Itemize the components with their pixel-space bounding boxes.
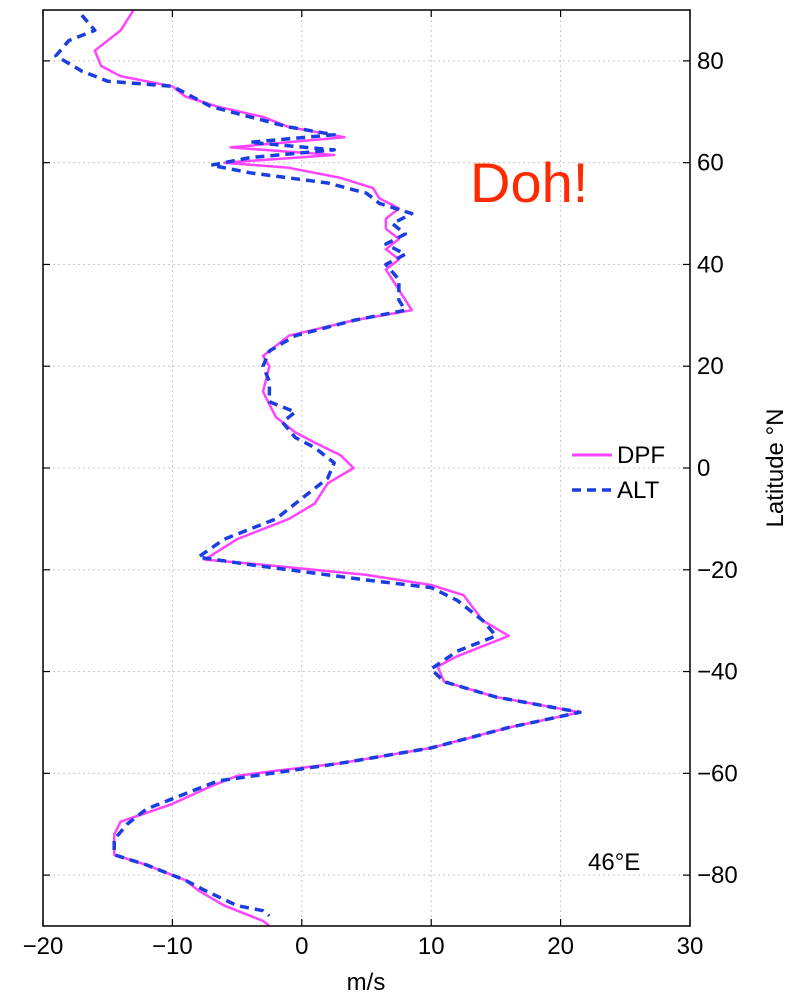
legend-label-dpf: DPF (617, 442, 665, 469)
y-tick-label: −20 (697, 557, 738, 584)
doh-annotation: Doh! (470, 151, 588, 214)
y-tick-label: 0 (697, 455, 710, 482)
y-tick-label: 20 (697, 353, 724, 380)
x-tick-label: 10 (418, 933, 445, 960)
x-tick-label: 0 (295, 933, 308, 960)
series-line-dpf (93, 9, 582, 927)
legend: DPF ALT (572, 442, 665, 504)
x-tick-label: −10 (152, 933, 193, 960)
x-tick-label: 30 (677, 933, 704, 960)
y-tick-label: 80 (697, 48, 724, 75)
plot-area (43, 10, 690, 926)
y-tick-label: 60 (697, 150, 724, 177)
y-tick-label: −40 (697, 659, 738, 686)
legend-label-alt: ALT (617, 477, 660, 504)
x-tick-label: −20 (23, 933, 64, 960)
series-line-alt (54, 13, 582, 918)
y-tick-label: −80 (697, 862, 738, 889)
tick-labels: −20 −10 0 10 20 30 80 60 40 20 0 −20 −40 −60 −80 (23, 48, 738, 960)
x-axis-label: m/s (347, 969, 386, 996)
y-axis-label: Latitude °N (762, 408, 789, 527)
ticks (42, 10, 691, 926)
y-tick-label: −60 (697, 760, 738, 787)
location-annotation: 46°E (588, 849, 640, 876)
x-tick-label: 20 (547, 933, 574, 960)
y-tick-label: 40 (697, 251, 724, 278)
series-layer (54, 9, 582, 927)
